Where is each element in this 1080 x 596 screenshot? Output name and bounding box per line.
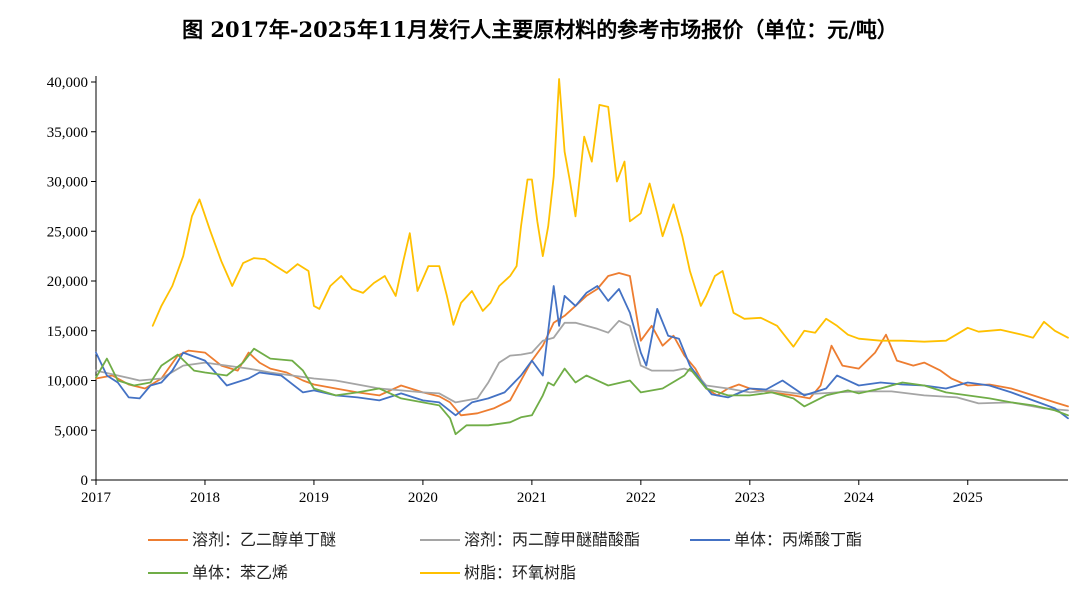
y-tick-label: 35,000: [47, 125, 88, 141]
y-tick-label: 40,000: [47, 75, 88, 91]
y-tick-label: 10,000: [47, 374, 88, 390]
series-line-3: [95, 285, 1069, 420]
series-line-5: [151, 78, 1069, 348]
x-tick-label: 2021: [517, 490, 547, 506]
y-tick-label: 20,000: [47, 274, 88, 290]
series-line-2: [95, 319, 1069, 412]
legend-label: 溶剂：乙二醇单丁醚: [192, 530, 336, 549]
y-axis: 0 5,000 10,000 15,000 20,000 25,000 30,000 35,0…: [47, 75, 97, 489]
x-tick-label: 2017: [81, 490, 112, 506]
x-tick-label: 2020: [408, 490, 438, 506]
legend-label: 单体：苯乙烯: [192, 563, 288, 582]
x-tick-label: 2024: [844, 490, 875, 506]
legend-label: 树脂：环氧树脂: [464, 563, 576, 582]
x-tick-label: 2018: [190, 490, 220, 506]
series-lines: [95, 78, 1069, 436]
legend-label: 溶剂：丙二醇甲醚醋酸酯: [464, 530, 640, 549]
x-tick-label: 2019: [299, 490, 329, 506]
y-tick-label: 30,000: [47, 175, 88, 191]
x-axis: 2017 2018 2019 2020 2021 2022 2023 2024 2025: [81, 479, 1068, 506]
y-tick-label: 15,000: [47, 324, 88, 340]
y-tick-label: 25,000: [47, 224, 88, 240]
x-tick-label: 2022: [626, 490, 656, 506]
chart-title: 图 2017年-2025年11月发行人主要原材料的参考市场报价（单位：元/吨）: [182, 17, 898, 42]
legend-label: 单体：丙烯酸丁酯: [734, 530, 862, 549]
x-tick-label: 2023: [735, 490, 765, 506]
x-tick-label: 2025: [953, 490, 983, 506]
series-line-1: [95, 272, 1069, 417]
series-line-4: [95, 347, 1069, 436]
y-tick-label: 0: [81, 473, 89, 489]
y-tick-label: 5,000: [54, 423, 88, 439]
